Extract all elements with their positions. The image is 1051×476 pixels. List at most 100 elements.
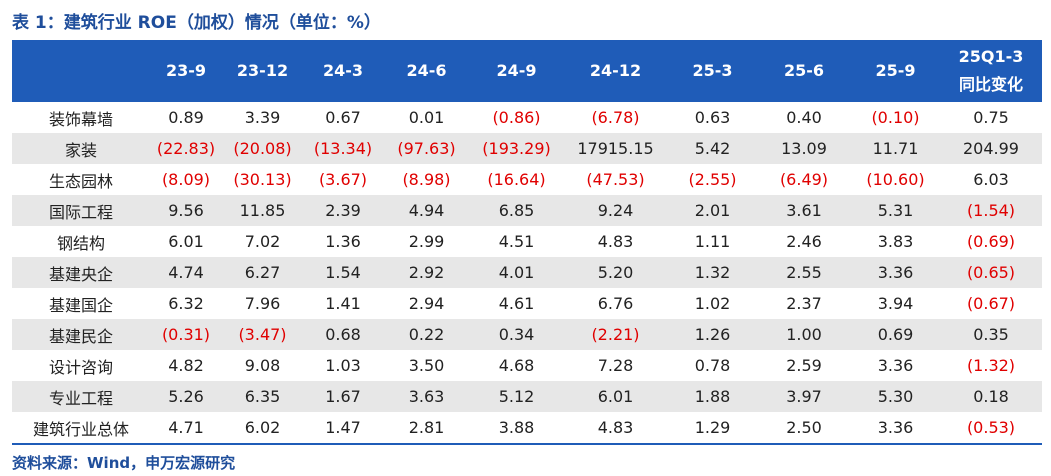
value-cell: 1.47: [303, 412, 383, 445]
value-cell: 0.78: [694, 356, 731, 375]
value-cell: 3.50: [408, 356, 445, 375]
value-cell: (0.65): [940, 257, 1042, 288]
value-cell: 6.76: [597, 294, 634, 313]
value-cell: 1.02: [694, 294, 731, 313]
table-row: 专业工程 5.26 6.35 1.67 3.63 5.12 6.01 1.88 3.97 5.30…: [12, 381, 1042, 412]
row-label: 基建民企: [12, 319, 150, 350]
roe-table: 23-9 23-12 24-3 24-6 24-9 24-12 25-3 25-6 25-9 25…: [12, 40, 1042, 445]
header-row: 23-9 23-12 24-3 24-6 24-9 24-12 25-3 25-6 25-9 25…: [12, 40, 1042, 102]
value-cell: 11.71: [851, 133, 940, 164]
table-row: 基建民企 (0.31) (3.47) 0.68 0.22 0.34 (2.21) 1.26 1.…: [12, 319, 1042, 350]
value-cell: 11.85: [222, 195, 303, 226]
value-cell: 0.18: [940, 381, 1042, 412]
row-label: 设计咨询: [48, 357, 113, 377]
value-cell: (8.09): [161, 170, 211, 189]
value-cell: 1.03: [325, 356, 361, 375]
value-cell: (3.67): [318, 170, 368, 189]
value-cell: (8.98): [402, 170, 451, 189]
value-cell: 0.63: [694, 108, 731, 127]
value-cell: 5.26: [150, 381, 222, 412]
table-row: 国际工程 9.56 11.85 2.39 4.94 6.85 9.24 2.01 3.61 5.3…: [12, 195, 1042, 226]
header-corner: [12, 40, 150, 102]
value-cell: 4.82: [168, 356, 204, 375]
value-cell: (13.34): [303, 133, 383, 164]
value-cell: 2.50: [757, 412, 851, 445]
value-cell: 6.85: [470, 195, 563, 226]
table-row: 家装 (22.83) (20.08) (13.34) (97.63) (193.29) 17…: [12, 133, 1042, 164]
value-cell: 0.34: [470, 319, 563, 350]
value-cell: 4.01: [470, 257, 563, 288]
value-cell: 3.61: [757, 195, 851, 226]
value-cell: 4.83: [563, 412, 668, 445]
value-cell: 0.35: [940, 319, 1042, 350]
value-cell: (193.29): [470, 133, 563, 164]
value-cell: 3.36: [851, 257, 940, 288]
value-cell: 2.94: [408, 294, 445, 313]
value-cell: 0.67: [325, 108, 361, 127]
value-cell: (0.67): [966, 294, 1016, 313]
table-body: 装饰幕墙 0.89 3.39 0.67 0.01 (0.86) (6.78) 0.63 0.40…: [12, 102, 1042, 445]
value-cell: (0.31): [150, 319, 222, 350]
value-cell: 4.68: [498, 356, 535, 375]
column-header: 23-9: [150, 40, 222, 102]
value-cell: (22.83): [150, 133, 222, 164]
value-cell: 6.02: [222, 412, 303, 445]
value-cell: 0.89: [168, 108, 204, 127]
value-cell: 2.92: [383, 257, 470, 288]
row-label: 基建国企: [48, 295, 113, 315]
value-cell: (6.49): [779, 170, 829, 189]
value-cell: 2.39: [303, 195, 383, 226]
value-cell: (97.63): [383, 133, 470, 164]
value-cell: 6.01: [563, 381, 668, 412]
value-cell: 4.94: [383, 195, 470, 226]
value-cell: 2.55: [757, 257, 851, 288]
table-row: 钢结构 6.01 7.02 1.36 2.99 4.51 4.83 1.11 2.46 3.83 (…: [12, 226, 1042, 257]
row-label: 家装: [12, 133, 150, 164]
value-cell: 2.37: [786, 294, 822, 313]
value-cell: (1.54): [940, 195, 1042, 226]
table-row: 生态园林 (8.09) (30.13) (3.67) (8.98) (16.64) (47.…: [12, 164, 1042, 195]
value-cell: (1.32): [966, 356, 1016, 375]
column-header: 24-9: [470, 40, 563, 102]
value-cell: 7.28: [597, 356, 634, 375]
value-cell: 2.46: [786, 232, 822, 251]
column-header: 24-3: [303, 40, 383, 102]
value-cell: 0.68: [303, 319, 383, 350]
value-cell: (10.60): [866, 170, 925, 189]
value-cell: 4.51: [498, 232, 535, 251]
value-cell: 5.12: [470, 381, 563, 412]
value-cell: 9.24: [563, 195, 668, 226]
value-cell: 6.03: [973, 170, 1009, 189]
value-cell: 9.08: [244, 356, 281, 375]
value-cell: 1.67: [303, 381, 383, 412]
value-cell: 1.00: [757, 319, 851, 350]
value-cell: 1.32: [668, 257, 757, 288]
value-cell: 1.41: [325, 294, 361, 313]
value-cell: 17915.15: [563, 133, 668, 164]
table-row: 设计咨询 4.82 9.08 1.03 3.50 4.68 7.28 0.78 2.59 3.36…: [12, 350, 1042, 381]
value-cell: 2.99: [408, 232, 445, 251]
value-cell: 4.71: [150, 412, 222, 445]
row-label: 建筑行业总体: [12, 412, 150, 445]
row-label: 钢结构: [56, 233, 105, 253]
value-cell: (0.69): [966, 232, 1016, 251]
value-cell: 3.36: [877, 356, 914, 375]
value-cell: 0.69: [851, 319, 940, 350]
table-row: 装饰幕墙 0.89 3.39 0.67 0.01 (0.86) (6.78) 0.63 0.40…: [12, 102, 1042, 133]
column-header: 24-12: [563, 40, 668, 102]
value-cell: 4.61: [498, 294, 535, 313]
value-cell: 1.11: [694, 232, 731, 251]
value-cell: 0.40: [786, 108, 822, 127]
value-cell: 1.88: [668, 381, 757, 412]
value-cell: 3.36: [851, 412, 940, 445]
value-cell: 1.29: [668, 412, 757, 445]
value-cell: 5.30: [851, 381, 940, 412]
value-cell: 3.88: [470, 412, 563, 445]
value-cell: 0.75: [973, 108, 1009, 127]
value-cell: 3.97: [757, 381, 851, 412]
source-note: 资料来源：Wind，申万宏源研究: [12, 454, 236, 472]
value-cell: (20.08): [222, 133, 303, 164]
value-cell: 2.01: [668, 195, 757, 226]
value-cell: (6.78): [591, 108, 640, 127]
